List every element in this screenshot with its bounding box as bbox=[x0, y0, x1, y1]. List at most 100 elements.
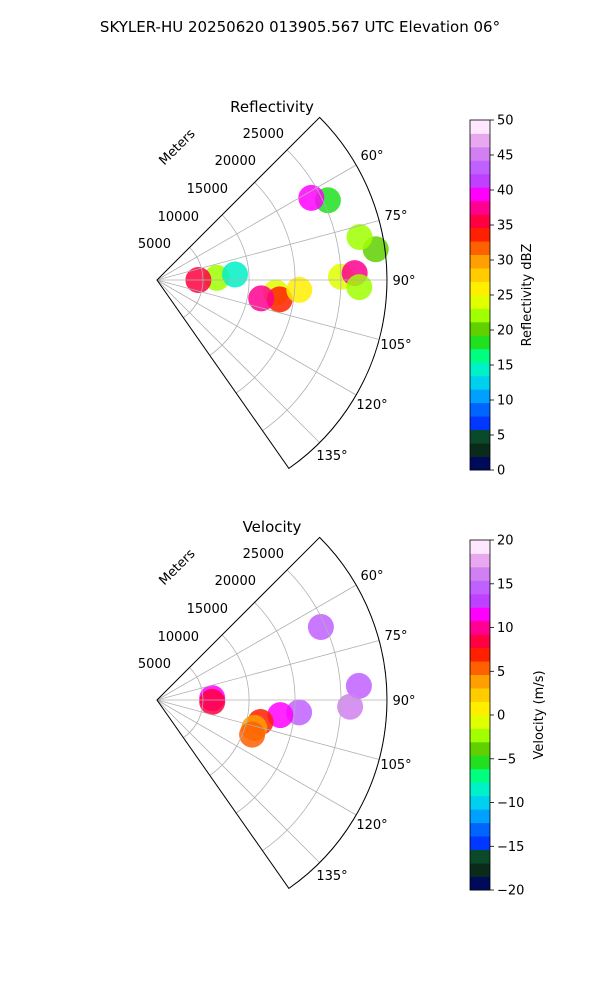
colorbar-tick-label: 10 bbox=[497, 621, 514, 636]
data-cell bbox=[346, 224, 373, 250]
colorbar-band bbox=[470, 321, 490, 336]
sector-outline bbox=[156, 536, 388, 890]
r-tick-label: 20000 bbox=[215, 154, 256, 169]
colorbar-band bbox=[470, 715, 490, 729]
colorbar-band bbox=[470, 348, 490, 363]
data-cell bbox=[267, 702, 294, 729]
colorbar-tick-label: 30 bbox=[497, 254, 514, 269]
reflectivity-theta-tick-labels: 60° 75° 90° 105° 120° 135° bbox=[316, 149, 415, 464]
colorbar-tick-label: 40 bbox=[497, 184, 514, 199]
range-ring bbox=[209, 634, 250, 776]
r-tick-label: 20000 bbox=[215, 574, 256, 589]
reflectivity-panel: Reflectivity 5000 10000 15000 20000 2500… bbox=[138, 98, 416, 470]
colorbar-band bbox=[470, 443, 490, 457]
data-cell bbox=[266, 286, 293, 313]
azimuth-spoke bbox=[156, 279, 320, 443]
colorbar-band bbox=[470, 876, 490, 891]
r-tick-label: 25000 bbox=[243, 547, 284, 562]
data-cell bbox=[298, 184, 325, 211]
colorbar-band bbox=[470, 402, 490, 417]
velocity-colorbar-label: Velocity (m/s) bbox=[532, 670, 547, 759]
colorbar-tick-label: 5 bbox=[497, 665, 505, 680]
colorbar-band bbox=[470, 674, 490, 689]
colorbar-tick-label: −10 bbox=[497, 796, 524, 811]
colorbar-band bbox=[470, 389, 490, 404]
colorbar-band bbox=[470, 254, 490, 269]
sector-outline bbox=[156, 116, 388, 470]
colorbar-band bbox=[470, 173, 490, 188]
colorbar-band bbox=[470, 647, 490, 662]
velocity-r-tick-labels: 5000 10000 15000 20000 25000 bbox=[138, 547, 284, 672]
data-cell bbox=[286, 276, 313, 303]
velocity-r-axis-label: Meters bbox=[157, 546, 199, 588]
colorbar-tick-label: 5 bbox=[497, 429, 505, 444]
theta-tick-label: 105° bbox=[380, 338, 411, 353]
colorbar-band bbox=[470, 580, 490, 595]
colorbar-band bbox=[470, 836, 490, 851]
colorbar-band bbox=[470, 227, 490, 242]
colorbar-band bbox=[470, 768, 490, 783]
azimuth-spoke bbox=[156, 699, 320, 863]
range-ring bbox=[209, 214, 250, 356]
colorbar-band bbox=[470, 607, 490, 622]
colorbar-band bbox=[470, 782, 490, 797]
colorbar-band bbox=[470, 741, 490, 756]
colorbar-tick-label: −15 bbox=[497, 840, 524, 855]
colorbar-band bbox=[470, 755, 490, 770]
theta-tick-label: 90° bbox=[392, 694, 415, 709]
azimuth-spoke bbox=[156, 699, 357, 816]
colorbar-band bbox=[470, 620, 490, 635]
theta-tick-label: 120° bbox=[356, 398, 387, 413]
theta-tick-label: 135° bbox=[316, 449, 347, 464]
colorbar-band bbox=[470, 566, 490, 581]
data-cell bbox=[248, 285, 275, 312]
colorbar-band bbox=[470, 200, 490, 215]
colorbar-tick-label: 15 bbox=[497, 359, 514, 374]
colorbar-band bbox=[470, 146, 490, 161]
theta-tick-label: 90° bbox=[392, 274, 415, 289]
reflectivity-r-axis-label: Meters bbox=[157, 126, 199, 168]
colorbar-band bbox=[470, 281, 490, 296]
colorbar-tick-label: 15 bbox=[497, 577, 514, 592]
colorbar-band bbox=[470, 375, 490, 390]
colorbar-band bbox=[470, 429, 490, 444]
colorbar-band bbox=[470, 214, 490, 229]
reflectivity-data-layer bbox=[185, 184, 389, 313]
velocity-colorbar-ticks: −20 −15 −10 −5 0 5 10 15 20 bbox=[490, 534, 524, 899]
r-tick-label: 25000 bbox=[243, 127, 284, 142]
r-tick-label: 15000 bbox=[187, 182, 228, 197]
reflectivity-title: Reflectivity bbox=[230, 98, 314, 116]
reflectivity-grid bbox=[156, 116, 388, 470]
figure-suptitle: SKYLER-HU 20250620 013905.567 UTC Elevat… bbox=[100, 18, 500, 36]
colorbar-tick-label: 0 bbox=[497, 709, 505, 724]
colorbar-tick-label: −20 bbox=[497, 884, 524, 899]
data-cell bbox=[239, 721, 266, 748]
colorbar-tick-label: 45 bbox=[497, 149, 514, 164]
theta-tick-label: 75° bbox=[384, 629, 407, 644]
reflectivity-colorbar-bands bbox=[470, 120, 490, 471]
data-cell bbox=[199, 688, 226, 715]
azimuth-spoke bbox=[156, 279, 357, 396]
colorbar-band bbox=[470, 661, 490, 676]
reflectivity-colorbar-label: Reflectivity dBZ bbox=[520, 244, 535, 347]
theta-tick-label: 120° bbox=[356, 818, 387, 833]
velocity-title: Velocity bbox=[243, 518, 302, 536]
range-ring bbox=[183, 667, 204, 739]
range-ring bbox=[235, 182, 296, 394]
r-tick-label: 5000 bbox=[138, 657, 171, 672]
colorbar-band bbox=[470, 540, 490, 554]
colorbar-band bbox=[470, 160, 490, 175]
colorbar-tick-label: 20 bbox=[497, 324, 514, 339]
colorbar-band bbox=[470, 688, 490, 702]
colorbar-tick-label: 0 bbox=[497, 464, 505, 479]
colorbar-band bbox=[470, 795, 490, 810]
azimuth-spoke bbox=[156, 164, 357, 281]
colorbar-band bbox=[470, 335, 490, 350]
colorbar-band bbox=[470, 120, 490, 134]
colorbar-band bbox=[470, 187, 490, 202]
theta-tick-label: 60° bbox=[360, 149, 383, 164]
colorbar-band bbox=[470, 416, 490, 431]
reflectivity-colorbar-ticks: 0 5 10 15 20 25 30 35 40 45 50 bbox=[490, 114, 514, 479]
azimuth-spoke bbox=[156, 584, 357, 701]
